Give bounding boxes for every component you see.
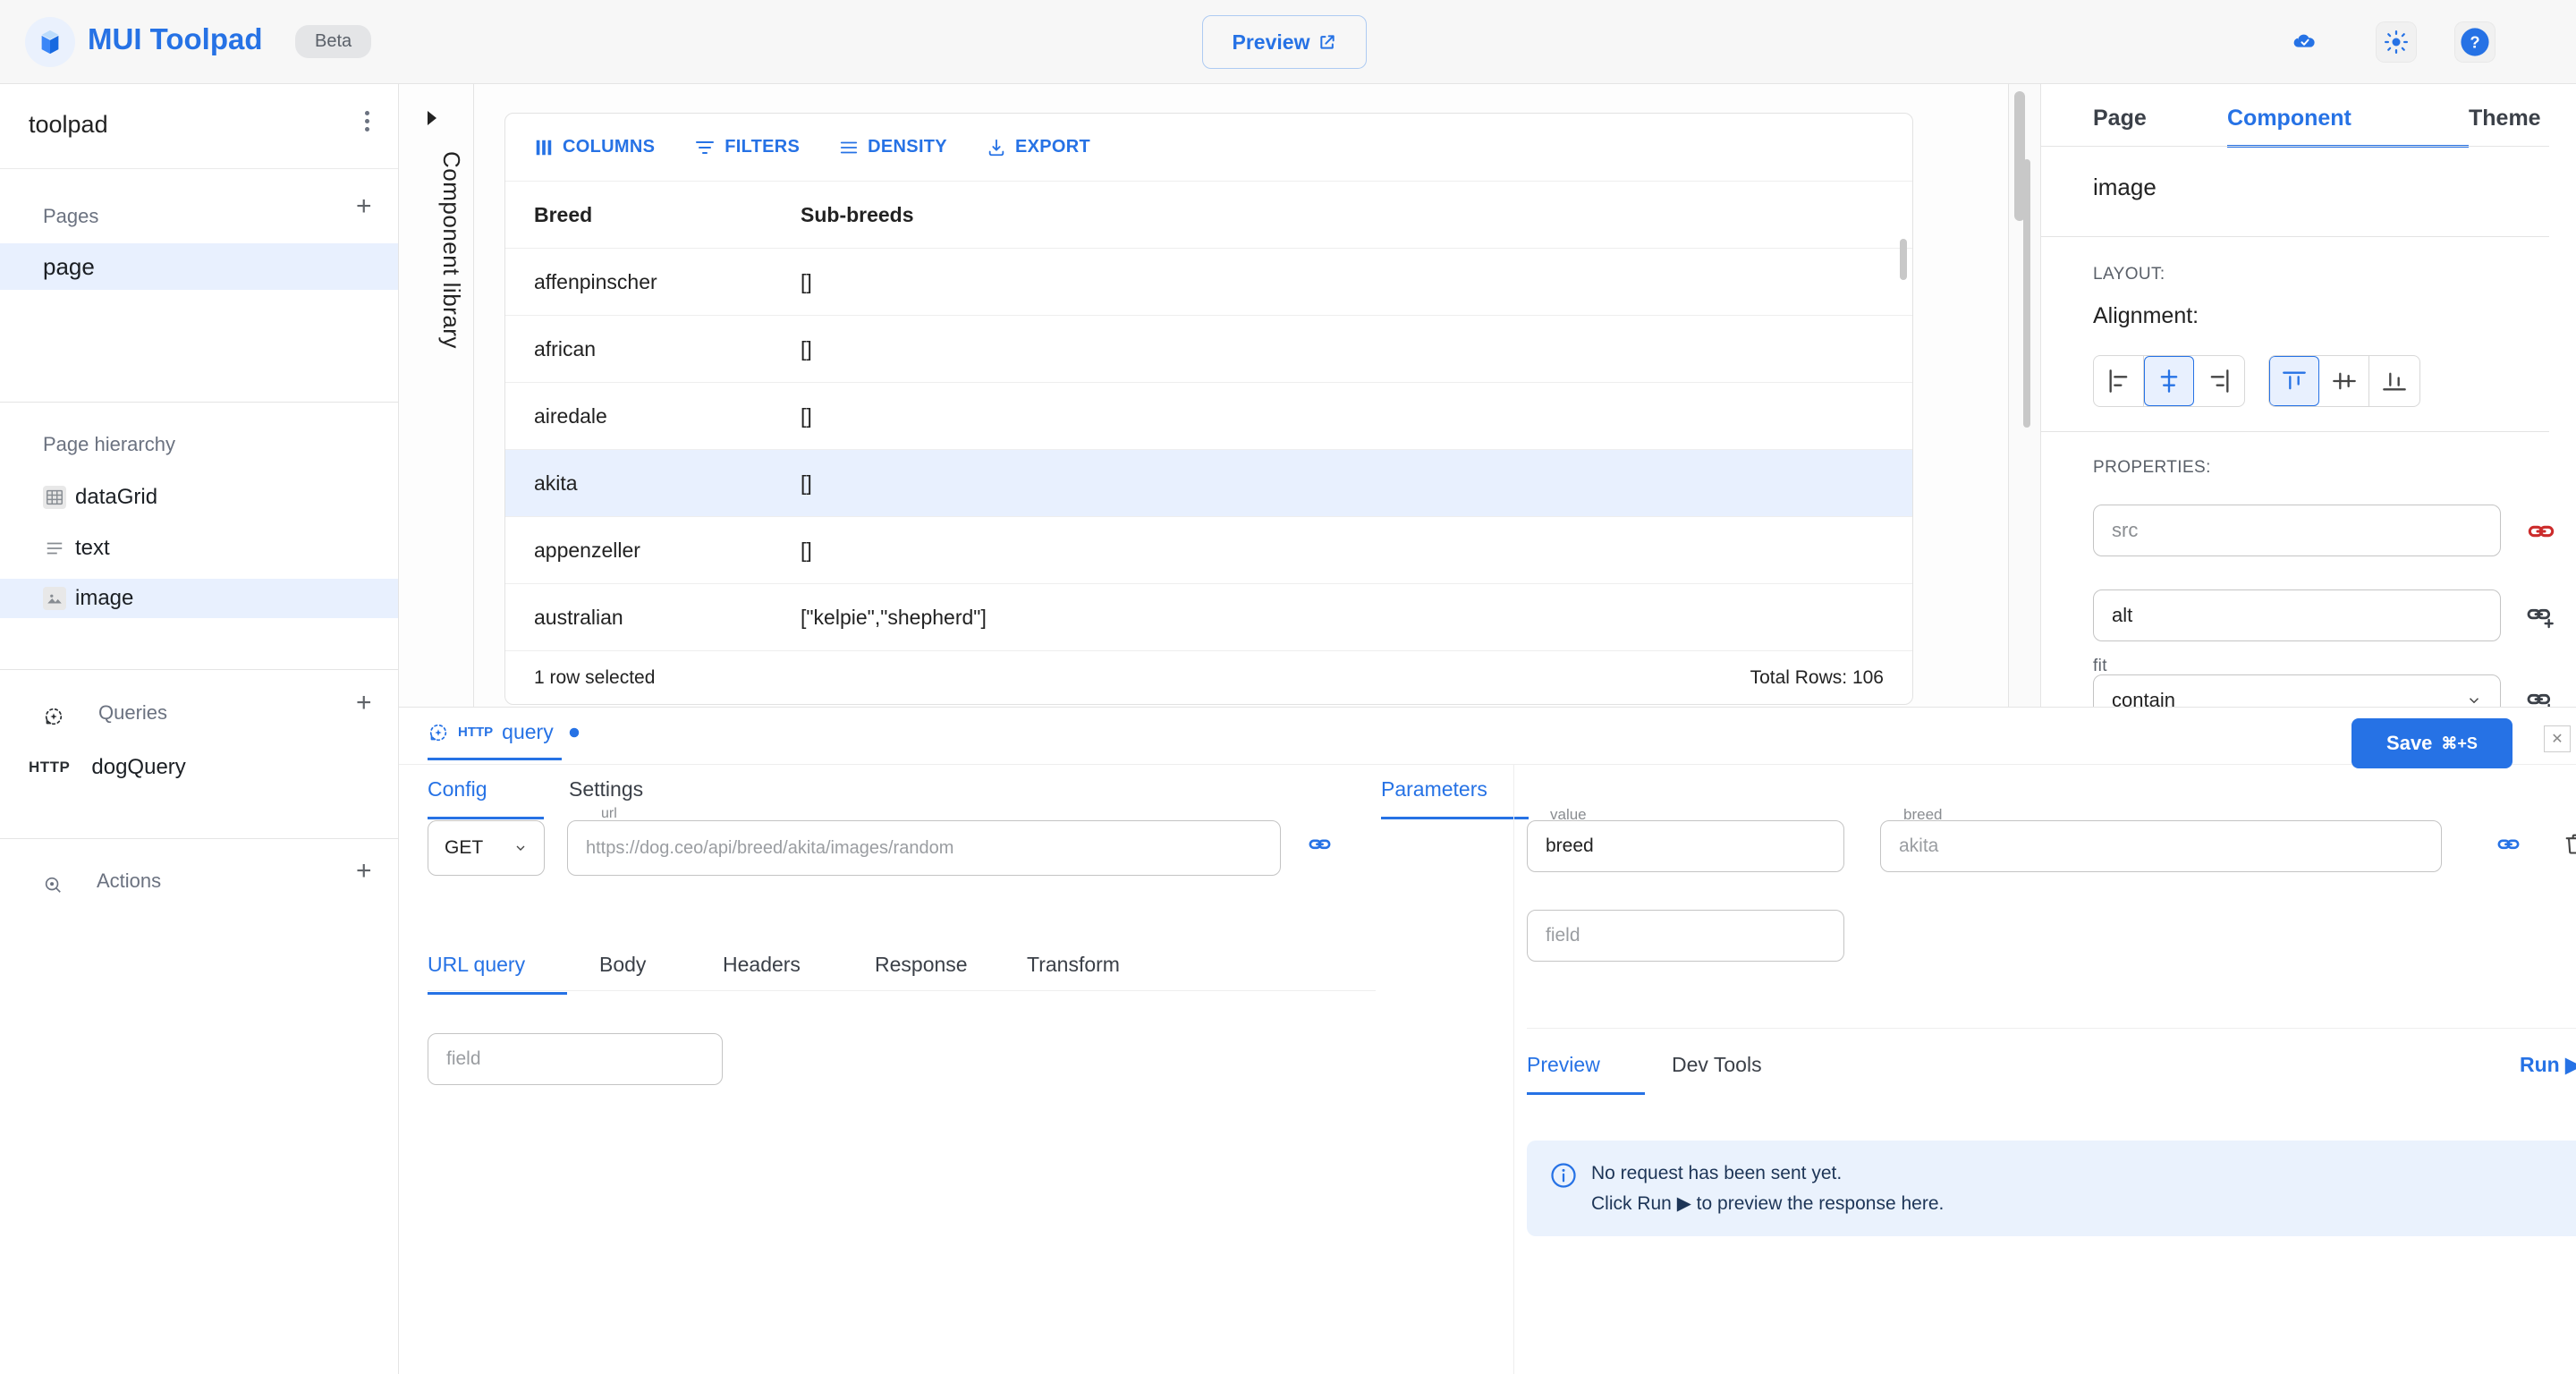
svg-text:?: ? [2470, 32, 2479, 51]
